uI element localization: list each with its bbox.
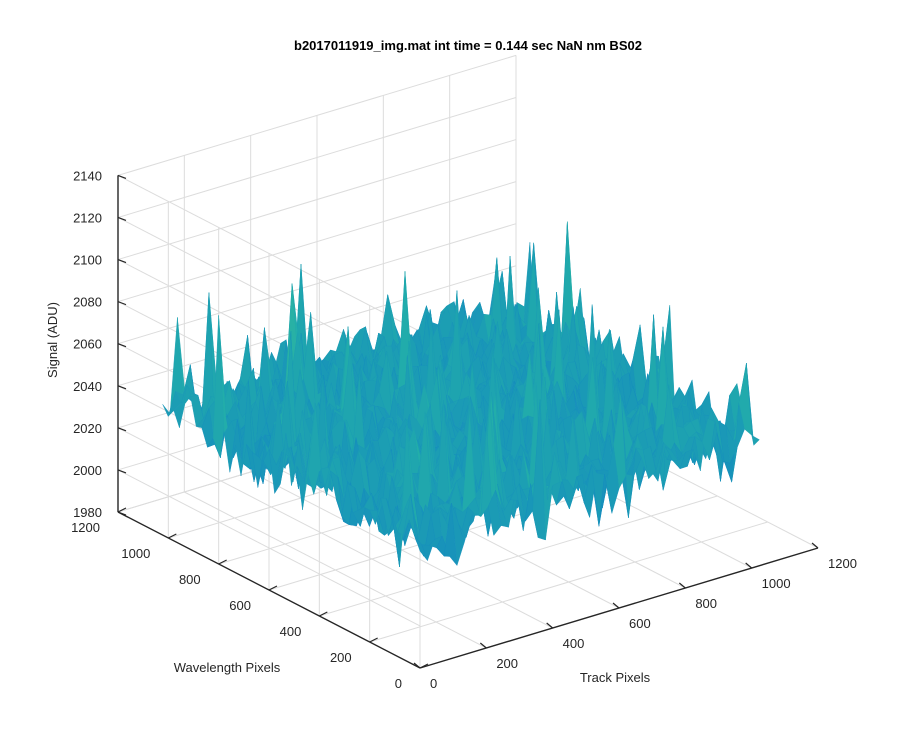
z-tick-label: 2000 — [73, 463, 102, 478]
y-tick-label: 1000 — [121, 546, 150, 561]
y-tick-mark — [168, 533, 177, 539]
x-tick-label: 200 — [496, 656, 518, 671]
x-tick-label: 0 — [430, 676, 437, 691]
x-tick-label: 400 — [563, 636, 585, 651]
z-tick-mark — [117, 216, 127, 222]
y-tick-mark — [319, 611, 328, 617]
x-tick-mark — [745, 562, 753, 569]
z-tick-mark — [117, 343, 127, 348]
grid-line — [369, 521, 768, 643]
z-tick-label: 2140 — [73, 168, 102, 183]
z-tick-mark — [117, 174, 127, 179]
y-tick-label: 400 — [280, 624, 302, 639]
surface-plot — [162, 221, 760, 567]
y-tick-mark — [369, 637, 378, 643]
x-tick-label: 1000 — [762, 576, 791, 591]
y-tick-mark — [268, 585, 278, 591]
z-tick-label: 2100 — [73, 253, 102, 268]
z-tick-label: 2020 — [73, 421, 102, 436]
z-tick-mark — [117, 469, 127, 474]
z-tick-label: 2060 — [73, 337, 102, 352]
z-tick-label: 2080 — [73, 295, 102, 310]
z-tick-mark — [117, 427, 127, 432]
y-tick-label: 200 — [330, 650, 352, 665]
z-axis-label: Signal (ADU) — [45, 302, 60, 378]
x-tick-label: 600 — [629, 616, 651, 631]
x-tick-label: 1200 — [828, 556, 857, 571]
y-tick-mark — [117, 507, 127, 513]
y-axis-label: Wavelength Pixels — [174, 660, 281, 675]
y-tick-mark — [419, 663, 429, 669]
y-tick-label: 600 — [229, 598, 251, 613]
tick-labels: 0 200 400 600 800 1000 1200 0 200 400 600 800 1000 12… — [71, 168, 857, 691]
x-tick-mark — [678, 582, 686, 589]
y-tick-mark — [218, 559, 227, 565]
z-tick-label: 2040 — [73, 379, 102, 394]
x-tick-mark — [479, 642, 487, 649]
z-tick-label: 1980 — [73, 505, 102, 520]
x-tick-mark — [413, 662, 421, 669]
surface-patch — [746, 363, 760, 446]
y-tick-label: 1200 — [71, 520, 100, 535]
z-tick-mark — [117, 258, 127, 264]
y-tick-label: 800 — [179, 572, 201, 587]
z-tick-mark — [117, 301, 127, 306]
x-tick-label: 800 — [695, 596, 717, 611]
axes-layer — [117, 174, 819, 669]
x-tick-mark — [612, 602, 620, 609]
chart-title: b2017011919_img.mat int time = 0.144 sec… — [294, 38, 642, 53]
z-tick-label: 2120 — [73, 210, 102, 225]
x-axis-label: Track Pixels — [580, 670, 651, 685]
grid-line — [319, 495, 718, 617]
z-tick-mark — [117, 385, 127, 390]
y-tick-label: 0 — [395, 676, 402, 691]
x-tick-mark — [811, 542, 819, 549]
z-tick-mark — [117, 511, 127, 516]
x-tick-mark — [546, 622, 554, 629]
